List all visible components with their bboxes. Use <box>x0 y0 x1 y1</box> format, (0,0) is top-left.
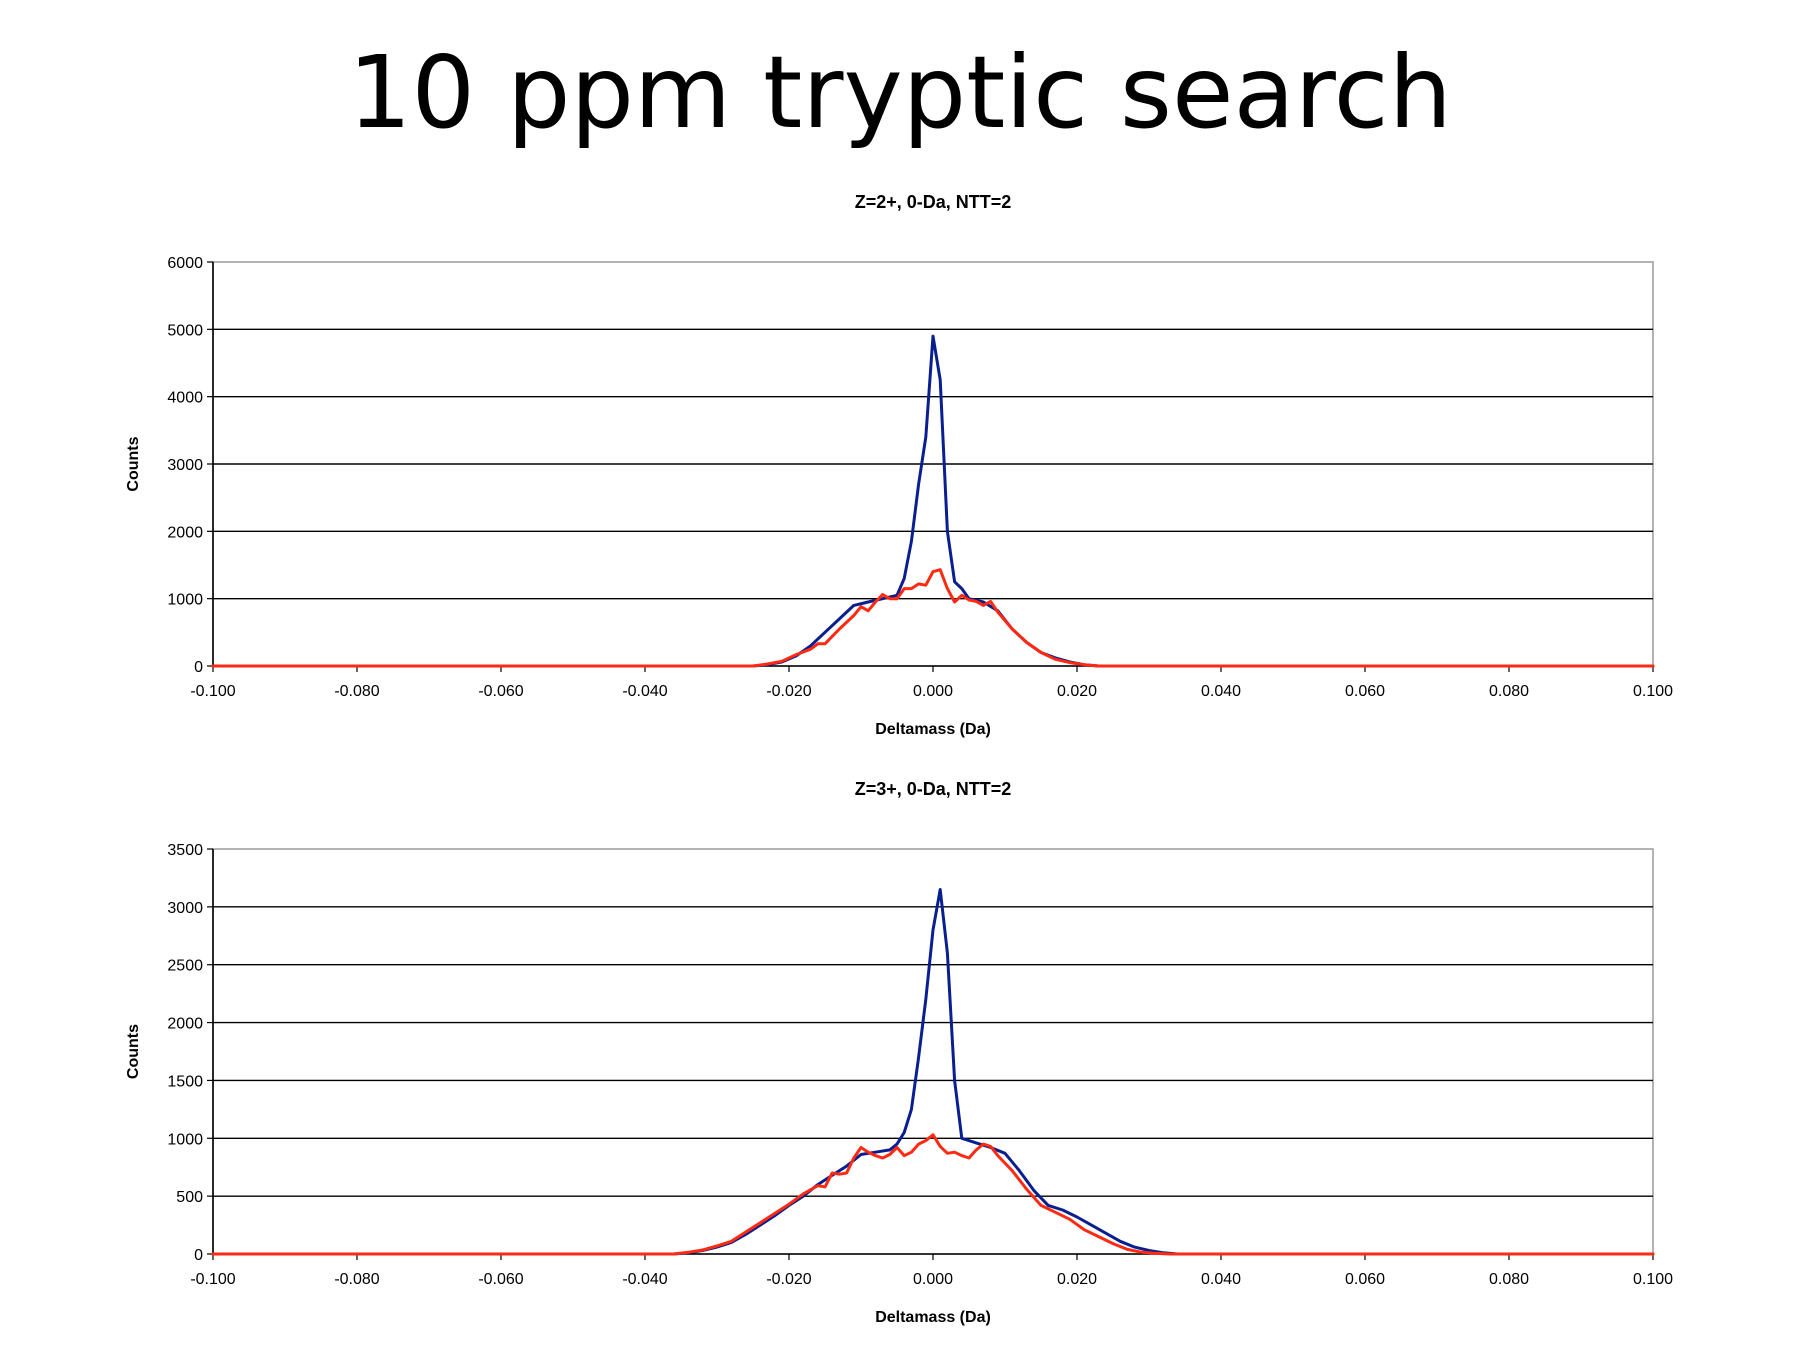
y-axis-label: Counts <box>125 1024 142 1079</box>
x-axis-label: Deltamass (Da) <box>875 721 991 738</box>
x-tick-label: 0.040 <box>1201 1271 1241 1288</box>
x-tick-label: 0.060 <box>1345 1271 1385 1288</box>
chart-title: Z=3+, 0-Da, NTT=2 <box>855 779 1012 799</box>
y-tick-label: 5000 <box>167 322 203 339</box>
y-tick-label: 0 <box>194 659 203 676</box>
x-tick-label: 0.000 <box>913 1271 953 1288</box>
series-line-2 <box>211 1133 1655 1256</box>
x-tick-label: 0.100 <box>1633 1271 1673 1288</box>
x-tick-label: -0.020 <box>766 683 811 700</box>
y-tick-label: 3000 <box>167 457 203 474</box>
x-tick-label: 0.040 <box>1201 683 1241 700</box>
x-tick-label: -0.040 <box>622 683 667 700</box>
y-tick-label: 2000 <box>167 1016 203 1033</box>
x-tick-label: 0.080 <box>1489 683 1529 700</box>
chart-title: Z=2+, 0-Da, NTT=2 <box>855 192 1012 212</box>
x-tick-label: -0.100 <box>190 1271 235 1288</box>
x-axis-label: Deltamass (Da) <box>875 1309 991 1326</box>
x-tick-label: 0.060 <box>1345 683 1385 700</box>
y-tick-label: 1500 <box>167 1073 203 1090</box>
y-tick-label: 500 <box>176 1189 203 1206</box>
y-tick-label: 4000 <box>167 390 203 407</box>
series-line-1 <box>211 888 1655 1256</box>
x-tick-label: 0.000 <box>913 683 953 700</box>
x-tick-label: -0.060 <box>478 683 523 700</box>
y-tick-label: 2500 <box>167 958 203 975</box>
x-tick-label: -0.040 <box>622 1271 667 1288</box>
x-tick-label: -0.020 <box>766 1271 811 1288</box>
chart-2: 0 500 1000 1500 2000 2500 3000 3500 -0.100 -0.080… <box>125 779 1673 1326</box>
series-line-2 <box>211 568 1655 668</box>
x-tick-label: 0.080 <box>1489 1271 1529 1288</box>
x-tick-label: 0.020 <box>1057 1271 1097 1288</box>
y-tick-label: 3500 <box>167 842 203 859</box>
x-tick-label: -0.080 <box>334 683 379 700</box>
y-tick-label: 3000 <box>167 900 203 917</box>
x-tick-label: 0.100 <box>1633 683 1673 700</box>
y-tick-label: 6000 <box>167 255 203 272</box>
x-tick-label: 0.020 <box>1057 683 1097 700</box>
y-tick-label: 1000 <box>167 592 203 609</box>
y-tick-label: 2000 <box>167 524 203 541</box>
y-axis-label: Counts <box>125 436 142 491</box>
y-tick-label: 1000 <box>167 1131 203 1148</box>
x-tick-label: -0.080 <box>334 1271 379 1288</box>
slide-title: 10 ppm tryptic search <box>347 34 1453 151</box>
y-tick-label: 0 <box>194 1247 203 1264</box>
x-tick-label: -0.060 <box>478 1271 523 1288</box>
plot-area <box>212 848 1654 1255</box>
x-tick-label: -0.100 <box>190 683 235 700</box>
chart-1: 0 1000 2000 3000 4000 5000 6000 -0.100 -0.080 -0.… <box>125 192 1673 738</box>
